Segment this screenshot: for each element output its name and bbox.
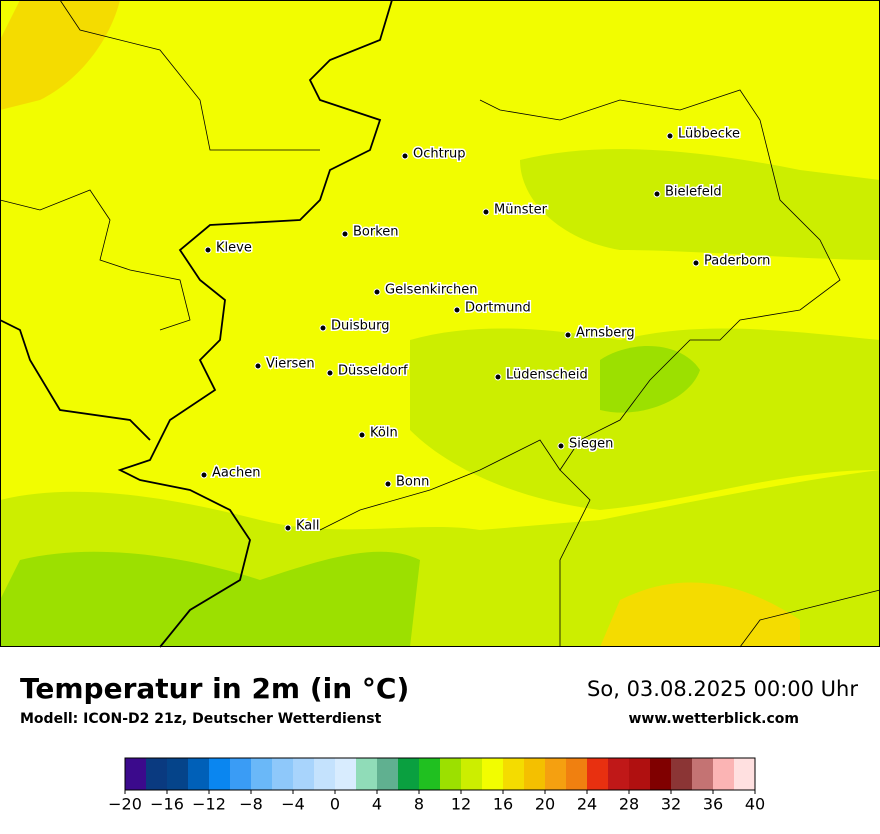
city-layer: Lübbecke Ochtrup Bielefeld Münster Borken Kle… [200, 125, 772, 535]
legend-tick-label: 20 [535, 795, 555, 814]
legend-cell [356, 758, 378, 790]
city-label: Lüdenscheid [506, 368, 588, 383]
legend-tick-label: 8 [414, 795, 424, 814]
legend-tick-label: 32 [661, 795, 681, 814]
legend-cell [482, 758, 504, 790]
legend-cell [587, 758, 609, 790]
city-label: Siegen [569, 437, 613, 452]
city-label: Kall [296, 519, 320, 534]
city-label: Lübbecke [678, 127, 740, 142]
color-legend: −20 −16 −12 −8 −4 0 4 8 12 16 20 24 28 32 36 40 [108, 757, 765, 814]
legend-tick-label: 40 [745, 795, 765, 814]
city-label: Borken [353, 225, 399, 240]
city-dot [653, 190, 661, 198]
city-label: Münster [494, 203, 548, 218]
city-dot [494, 373, 502, 381]
title: Temperatur in 2m (in °C) [20, 672, 409, 705]
city-dot [564, 331, 572, 339]
city-dot [453, 306, 461, 314]
city-label: Arnsberg [576, 326, 635, 341]
legend-tick-label: −8 [239, 795, 263, 814]
legend-cell [314, 758, 336, 790]
city-label: Kleve [216, 241, 252, 256]
legend-tick-label: −12 [192, 795, 226, 814]
city-label: Duisburg [331, 319, 390, 334]
city-dot [482, 208, 490, 216]
legend-tick-label: 28 [619, 795, 639, 814]
legend-cell [671, 758, 693, 790]
legend-cell [125, 758, 147, 790]
legend-cell [272, 758, 294, 790]
city-dot [284, 524, 292, 532]
legend-cell [146, 758, 168, 790]
legend-cell [188, 758, 210, 790]
city-label: Bonn [396, 475, 429, 490]
city-label: Düsseldorf [338, 364, 408, 379]
site: www.wetterblick.com [629, 711, 800, 727]
legend-cell [167, 758, 189, 790]
legend-tick-label: 0 [330, 795, 340, 814]
legend-cell [398, 758, 420, 790]
city-dot [341, 230, 349, 238]
city-label: Ochtrup [413, 147, 466, 162]
legend-tick-label: 24 [577, 795, 597, 814]
legend-cell [377, 758, 399, 790]
city-label: Köln [370, 426, 398, 441]
city-dot [326, 369, 334, 377]
legend-cell [440, 758, 462, 790]
city-dot [200, 471, 208, 479]
city-label: Aachen [212, 466, 260, 481]
legend-tick-label: 16 [493, 795, 513, 814]
legend-cell [419, 758, 441, 790]
legend-tick-label: −20 [108, 795, 142, 814]
legend-cell [461, 758, 483, 790]
legend-cell [692, 758, 714, 790]
legend-frame [124, 757, 756, 791]
legend-tick-label: 12 [451, 795, 471, 814]
legend-cell [503, 758, 525, 790]
city-dot [319, 324, 327, 332]
legend-tick-label: 36 [703, 795, 723, 814]
subtitle: Modell: ICON-D2 21z, Deutscher Wetterdie… [20, 711, 382, 727]
date: So, 03.08.2025 00:00 Uhr [587, 677, 858, 701]
city-dot [401, 152, 409, 160]
legend-cell [209, 758, 231, 790]
legend-cell [608, 758, 630, 790]
city-dot [204, 246, 212, 254]
legend-cell [293, 758, 315, 790]
legend-tick-label: −4 [281, 795, 305, 814]
legend-cell [524, 758, 546, 790]
legend-cell [230, 758, 252, 790]
legend-tick-label: −16 [150, 795, 184, 814]
city-dot [358, 431, 366, 439]
temperature-regions [0, 0, 880, 647]
legend-cell [251, 758, 273, 790]
borders [0, 0, 880, 648]
city-dot [373, 288, 381, 296]
city-dot [666, 132, 674, 140]
city-dot [692, 259, 700, 267]
city-label: Gelsenkirchen [385, 283, 478, 298]
legend-tick-label: 4 [372, 795, 382, 814]
legend-cell [713, 758, 735, 790]
city-dot [254, 362, 262, 370]
legend-cell [650, 758, 672, 790]
city-label: Bielefeld [665, 185, 722, 200]
city-label: Dortmund [465, 301, 531, 316]
legend-cell [629, 758, 651, 790]
legend-cell [734, 758, 756, 790]
legend-cell [335, 758, 357, 790]
city-dot [384, 480, 392, 488]
city-label: Viersen [266, 357, 315, 372]
legend-cell [545, 758, 567, 790]
city-label: Paderborn [704, 254, 770, 269]
legend-cell [566, 758, 588, 790]
city-dot [557, 442, 565, 450]
